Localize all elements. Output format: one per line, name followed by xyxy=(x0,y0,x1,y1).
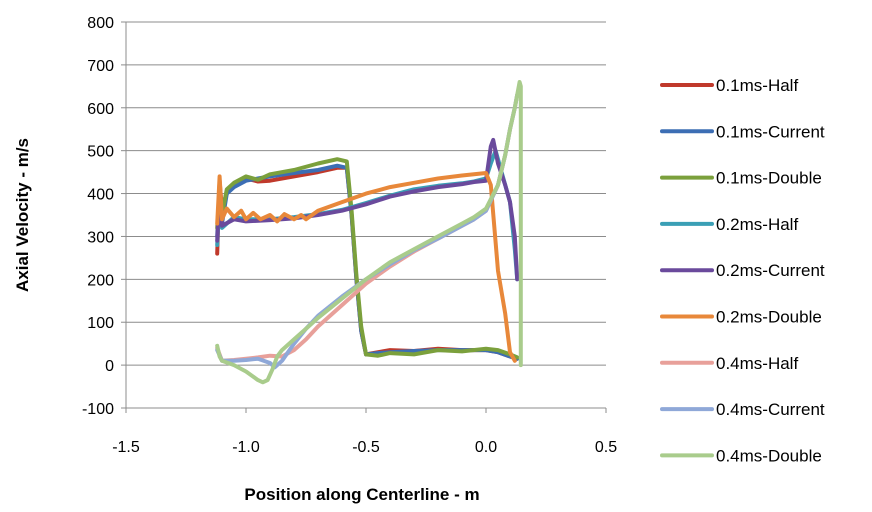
legend: 0.1ms-Half 0.1ms-Current 0.1ms-Double 0.2ms… xyxy=(660,76,825,465)
y-tick-label: -100 xyxy=(82,401,114,418)
legend-label: 0.1ms-Half xyxy=(716,76,798,95)
y-tick-label: 800 xyxy=(87,15,114,32)
legend-label: 0.2ms-Half xyxy=(716,215,798,234)
series-line-0.1ms-Half xyxy=(215,165,520,361)
series-line-0.2ms-Double xyxy=(215,171,517,363)
legend-label: 0.2ms-Double xyxy=(716,308,822,327)
legend-label: 0.4ms-Current xyxy=(716,400,825,419)
x-tick-label: -1.0 xyxy=(232,439,260,456)
y-tick-label: 500 xyxy=(87,144,114,161)
y-tick-label: 200 xyxy=(87,272,114,289)
series-line-0.4ms-Current xyxy=(215,86,522,370)
y-axis-title: Axial Velocity - m/s xyxy=(13,138,32,292)
series-line-0.4ms-Double xyxy=(215,80,523,385)
series-line-0.4ms-Half xyxy=(215,88,522,363)
y-tick-label: 0 xyxy=(105,358,114,375)
legend-label: 0.1ms-Current xyxy=(716,122,825,141)
x-tick-label: 0.0 xyxy=(475,439,497,456)
y-tick-label: 700 xyxy=(87,58,114,75)
y-tick-label: 400 xyxy=(87,187,114,204)
series-line-0.1ms-Double xyxy=(215,157,520,360)
axes xyxy=(121,21,607,413)
x-tick-label: -1.5 xyxy=(112,439,140,456)
y-tick-label: 100 xyxy=(87,315,114,332)
y-tick-label: 600 xyxy=(87,101,114,118)
series-line-0.2ms-Half xyxy=(215,148,520,282)
x-tick-labels: -1.5 -1.0 -0.5 0.0 0.5 xyxy=(112,439,617,456)
series-lines xyxy=(215,80,523,385)
x-tick-label: 0.5 xyxy=(595,439,617,456)
y-tick-labels: -100 0 100 200 300 400 500 600 700 800 xyxy=(82,15,114,418)
legend-label: 0.4ms-Double xyxy=(716,446,822,465)
legend-label: 0.1ms-Double xyxy=(716,169,822,188)
x-axis-title: Position along Centerline - m xyxy=(244,485,479,504)
legend-label: 0.4ms-Half xyxy=(716,354,798,373)
legend-label: 0.2ms-Current xyxy=(716,261,825,280)
series-line-0.2ms-Current xyxy=(215,137,520,282)
x-tick-label: -0.5 xyxy=(352,439,380,456)
y-tick-label: 300 xyxy=(87,229,114,246)
